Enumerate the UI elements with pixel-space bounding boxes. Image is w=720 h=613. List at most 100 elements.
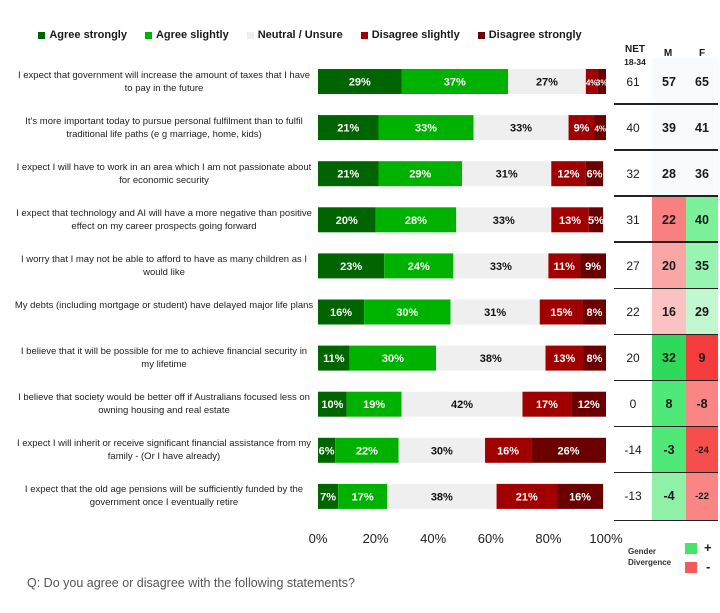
divergence-plus-sign: + (704, 540, 712, 555)
x-tick-label: 80% (535, 531, 561, 546)
table-divider (614, 333, 718, 336)
bar-segment-agree-strongly (318, 253, 385, 279)
data-label: 4% (594, 125, 606, 134)
data-label: 17% (352, 491, 374, 503)
male-value: 32 (652, 334, 686, 382)
male-value: 20 (652, 242, 686, 290)
bar-segment-neutral-unsure (401, 391, 523, 417)
female-value: -8 (686, 380, 718, 428)
bar-segment-disagree-strongly (580, 253, 606, 279)
legend-item-disagree-slightly: Disagree slightly (360, 26, 460, 44)
bar-segment-agree-strongly (318, 207, 376, 233)
bar-segment-neutral-unsure (473, 115, 569, 141)
row-label: I believe that society would be better o… (18, 392, 310, 417)
bar-segment-disagree-slightly (496, 483, 558, 509)
divergence-minus-sign: - (706, 559, 711, 574)
legend-item-neutral: Neutral / Unsure (246, 26, 343, 44)
bar-segment-disagree-slightly (522, 391, 572, 417)
bar-segment-agree-slightly (335, 437, 399, 463)
x-tick-label: 40% (420, 531, 446, 546)
bar-segment-disagree-slightly (485, 437, 532, 463)
row-label: I believe that it will be possible for m… (20, 346, 308, 371)
data-label: 22% (356, 445, 378, 457)
male-value: -3 (652, 426, 686, 474)
data-label: 15% (550, 307, 572, 319)
divergence-minus-swatch (685, 562, 697, 573)
gd-label-line2: Divergence (628, 558, 672, 567)
table-divider (614, 471, 718, 474)
bar-segment-agree-strongly (318, 345, 350, 371)
data-label: 3% (596, 79, 608, 88)
female-value: 29 (686, 288, 718, 336)
bar-segment-disagree-slightly (539, 299, 583, 325)
female-value: 40 (686, 196, 718, 244)
net-value: 61 (626, 74, 640, 89)
data-label: 26% (558, 445, 580, 457)
bar-segment-agree-slightly (378, 161, 462, 187)
bar-segment-neutral-unsure (387, 483, 497, 509)
net-value: 32 (626, 166, 640, 181)
bar-segment-agree-slightly (378, 115, 474, 141)
data-label: 33% (510, 123, 532, 135)
data-label: 9% (574, 123, 590, 135)
data-label: 12% (558, 169, 580, 181)
data-label: 16% (569, 491, 591, 503)
table-header-net: NET 18-34 (618, 44, 652, 68)
data-label: 11% (323, 353, 345, 365)
data-label: 31% (496, 169, 518, 181)
male-value: 39 (652, 104, 686, 152)
bar-segment-neutral-unsure (508, 69, 586, 94)
x-tick-label: 0% (309, 531, 328, 546)
table-divider (614, 241, 718, 243)
legend-label: Agree strongly (49, 29, 127, 41)
legend-label: Agree slightly (155, 29, 229, 41)
bar-segment-agree-strongly (318, 161, 379, 187)
bar-segment-agree-slightly (346, 391, 402, 417)
legend-item-agree-slightly: Agree slightly (144, 26, 229, 44)
bar-segment-agree-strongly (318, 299, 365, 325)
male-value: 22 (652, 196, 686, 244)
data-label: 8% (587, 307, 603, 319)
female-value: -24 (686, 426, 718, 474)
data-label: 19% (363, 399, 385, 411)
bar-segment-disagree-slightly (585, 69, 598, 94)
net-value: 40 (626, 120, 640, 135)
legend-swatch (246, 31, 254, 39)
bar-segment-agree-slightly (364, 299, 451, 325)
bar-segment-disagree-strongly (582, 299, 606, 325)
table-divider (614, 195, 718, 197)
data-label: 21% (337, 169, 359, 181)
data-label: 17% (536, 399, 558, 411)
bar-segment-agree-strongly (318, 69, 402, 94)
net-value: 31 (626, 212, 640, 227)
data-label: 16% (330, 307, 352, 319)
bar-segment-neutral-unsure (436, 345, 546, 371)
table-divider (614, 519, 718, 522)
data-label: 33% (415, 123, 437, 135)
gd-label-line1: Gender (628, 547, 657, 556)
female-value: 41 (686, 104, 718, 152)
net-value: -14 (624, 443, 642, 458)
data-label: 4% (586, 79, 598, 88)
row-label: I expect that the old age pensions will … (24, 484, 304, 509)
header-net-line2: 18-34 (624, 57, 646, 67)
data-label: 38% (431, 491, 453, 503)
data-label: 33% (493, 215, 515, 227)
data-label: 7% (320, 491, 336, 503)
data-label: 6% (319, 445, 335, 457)
survey-question: Q: Do you agree or disagree with the fol… (27, 576, 355, 590)
data-label: 31% (484, 307, 506, 319)
row-label: I expect that government will increase t… (17, 69, 311, 94)
net-value: -13 (624, 489, 642, 504)
male-value: 8 (652, 380, 686, 428)
data-label: 13% (559, 215, 581, 227)
data-label: 23% (340, 261, 362, 273)
data-label: 6% (587, 169, 603, 181)
net-value: 22 (626, 305, 640, 319)
bar-segment-agree-slightly (384, 253, 454, 279)
bar-segment-disagree-strongly (588, 207, 604, 233)
bar-segment-disagree-slightly (548, 253, 581, 279)
data-label: 13% (553, 353, 575, 365)
bar-segment-agree-slightly (375, 207, 457, 233)
data-label: 16% (497, 445, 519, 457)
